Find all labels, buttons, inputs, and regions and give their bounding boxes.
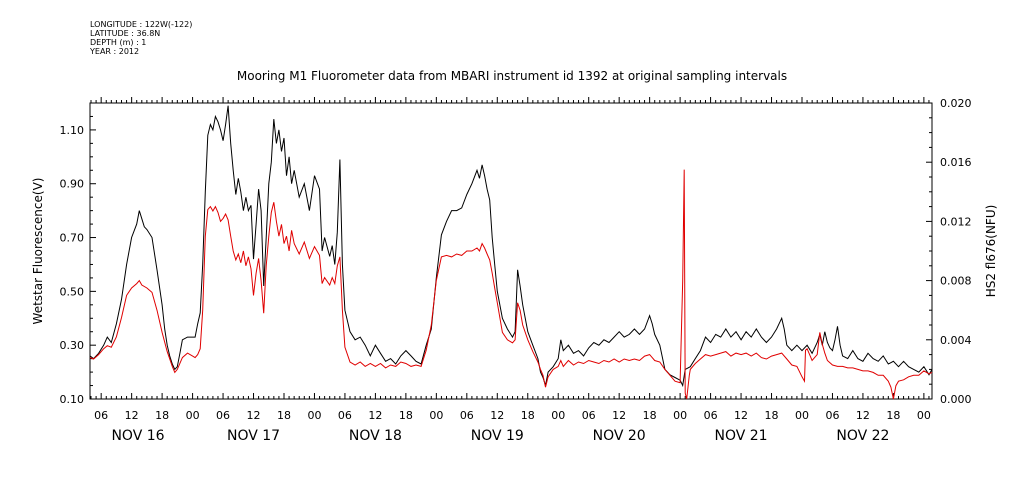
x-hour-tick-label: 12 <box>125 409 139 422</box>
x-hour-tick-label: 12 <box>490 409 504 422</box>
series-lines <box>89 105 933 400</box>
x-hour-tick-label: 00 <box>186 409 200 422</box>
year-label: YEAR : 2012 <box>90 47 140 56</box>
axis-ticks <box>90 97 932 400</box>
x-hour-tick-label: 06 <box>704 409 718 422</box>
x-hour-tick-labels: 06 12 18 00 06 12 18 00 06 12 18 00 06 12 18 00 06 12 18 00… <box>94 409 931 422</box>
y-right-tick-label: 0.000 <box>940 393 972 406</box>
y-left-tick-label: 0.70 <box>60 232 85 245</box>
x-hour-tick-label: 18 <box>643 409 657 422</box>
x-hour-tick-label: 00 <box>795 409 809 422</box>
x-hour-tick-label: 06 <box>216 409 230 422</box>
x-hour-tick-label: 00 <box>673 409 687 422</box>
x-hour-tick-label: 00 <box>429 409 443 422</box>
y-right-tick-label: 0.004 <box>940 334 972 347</box>
y-left-tick-label: 0.10 <box>60 393 85 406</box>
x-hour-tick-label: 06 <box>582 409 596 422</box>
metadata-block: LONGITUDE : 122W(-122) LATITUDE : 36.8N … <box>90 20 192 56</box>
x-hour-tick-label: 06 <box>94 409 108 422</box>
latitude-label: LATITUDE : 36.8N <box>90 29 161 38</box>
y-right-tick-label: 0.012 <box>940 215 972 228</box>
x-day-label: NOV 16 <box>111 428 164 444</box>
x-hour-tick-label: 12 <box>247 409 261 422</box>
y-left-tick-label: 0.90 <box>60 178 85 191</box>
x-hour-tick-label: 06 <box>338 409 352 422</box>
x-hour-tick-label: 18 <box>277 409 291 422</box>
x-hour-tick-label: 12 <box>856 409 870 422</box>
x-hour-tick-label: 18 <box>521 409 535 422</box>
x-hour-tick-label: 06 <box>460 409 474 422</box>
wetstar-series-line <box>89 105 933 388</box>
x-day-labels: NOV 16 NOV 17 NOV 18 NOV 19 NOV 20 NOV 21 NOV … <box>111 428 889 444</box>
x-hour-tick-label: 00 <box>551 409 565 422</box>
x-day-label: NOV 22 <box>836 428 889 444</box>
x-day-label: NOV 21 <box>715 428 768 444</box>
longitude-label: LONGITUDE : 122W(-122) <box>90 20 193 29</box>
depth-label: DEPTH (m) : 1 <box>90 38 147 47</box>
y-axis-left-label: Wetstar Fluorescence(V) <box>31 178 45 325</box>
x-hour-tick-label: 18 <box>886 409 900 422</box>
chart-title: Mooring M1 Fluorometer data from MBARI i… <box>237 69 787 83</box>
x-hour-tick-label: 12 <box>612 409 626 422</box>
x-hour-tick-label: 12 <box>368 409 382 422</box>
x-hour-tick-label: 00 <box>917 409 931 422</box>
y-right-tick-label: 0.020 <box>940 97 972 110</box>
x-day-label: NOV 20 <box>593 428 646 444</box>
y-left-tick-label: 1.10 <box>60 124 85 137</box>
x-hour-tick-label: 18 <box>765 409 779 422</box>
x-day-label: NOV 18 <box>349 428 402 444</box>
left-axis-tick-labels: 0.10 0.30 0.50 0.70 0.90 1.10 <box>60 124 85 406</box>
x-hour-tick-label: 18 <box>155 409 169 422</box>
x-day-label: NOV 19 <box>471 428 524 444</box>
x-hour-tick-label: 00 <box>307 409 321 422</box>
x-hour-tick-label: 06 <box>825 409 839 422</box>
x-day-label: NOV 17 <box>227 428 280 444</box>
y-right-tick-label: 0.016 <box>940 156 972 169</box>
x-hour-tick-label: 12 <box>734 409 748 422</box>
hs2-series-line <box>89 169 933 400</box>
y-right-tick-label: 0.008 <box>940 275 972 288</box>
y-axis-right-label: HS2 fl676(NFU) <box>984 205 998 298</box>
right-axis-tick-labels: 0.000 0.004 0.008 0.012 0.016 0.020 <box>940 97 972 406</box>
y-left-tick-label: 0.50 <box>60 285 85 298</box>
x-hour-tick-label: 18 <box>399 409 413 422</box>
y-left-tick-label: 0.30 <box>60 339 85 352</box>
